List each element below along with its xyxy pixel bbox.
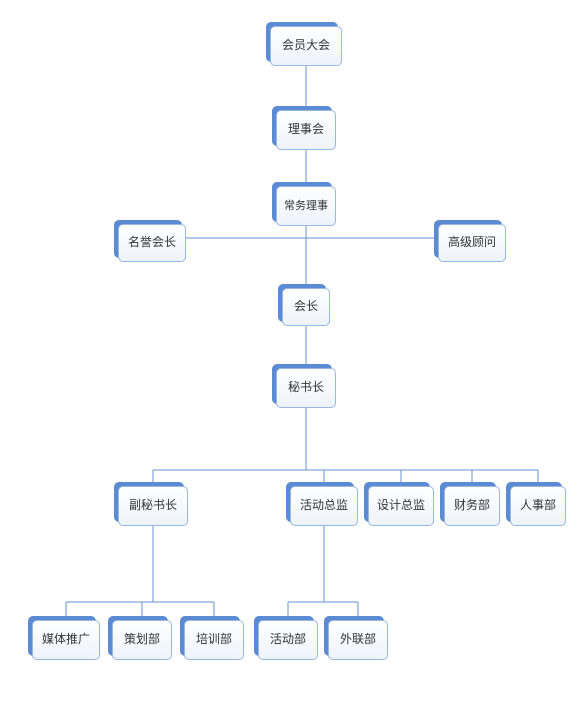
node-label: 设计总监 bbox=[368, 486, 434, 526]
node-label: 活动部 bbox=[258, 620, 318, 660]
org-node-n8: 副秘书长 bbox=[118, 486, 188, 526]
org-node-n7: 秘书长 bbox=[276, 368, 336, 408]
node-label: 财务部 bbox=[444, 486, 500, 526]
node-label: 培训部 bbox=[184, 620, 244, 660]
node-label: 副秘书长 bbox=[118, 486, 188, 526]
node-label: 常务理事 bbox=[276, 186, 336, 226]
node-label: 活动总监 bbox=[290, 486, 358, 526]
org-node-n6: 会长 bbox=[282, 288, 330, 326]
org-node-n17: 外联部 bbox=[328, 620, 388, 660]
node-label: 名誉会长 bbox=[118, 224, 186, 262]
org-node-n3: 常务理事 bbox=[276, 186, 336, 226]
node-label: 会员大会 bbox=[270, 26, 342, 66]
org-node-n14: 策划部 bbox=[112, 620, 172, 660]
org-chart-canvas: 会员大会理事会常务理事名誉会长 高级顾问会长秘书长副秘书长 活动总监设计总监财务部人… bbox=[0, 0, 573, 702]
node-label: 外联部 bbox=[328, 620, 388, 660]
org-node-n12: 人事部 bbox=[510, 486, 566, 526]
org-node-n1: 会员大会 bbox=[270, 26, 342, 66]
org-node-n10: 设计总监 bbox=[368, 486, 434, 526]
org-node-n16: 活动部 bbox=[258, 620, 318, 660]
node-label: 媒体推广 bbox=[32, 620, 100, 660]
org-node-n9: 活动总监 bbox=[290, 486, 358, 526]
node-label: 人事部 bbox=[510, 486, 566, 526]
org-node-n11: 财务部 bbox=[444, 486, 500, 526]
org-node-n4: 名誉会长 bbox=[118, 224, 186, 262]
node-label: 理事会 bbox=[276, 110, 336, 150]
org-node-n15: 培训部 bbox=[184, 620, 244, 660]
node-label: 秘书长 bbox=[276, 368, 336, 408]
org-node-n2: 理事会 bbox=[276, 110, 336, 150]
org-node-n5: 高级顾问 bbox=[438, 224, 506, 262]
node-label: 高级顾问 bbox=[438, 224, 506, 262]
node-label: 会长 bbox=[282, 288, 330, 326]
org-node-n13: 媒体推广 bbox=[32, 620, 100, 660]
node-label: 策划部 bbox=[112, 620, 172, 660]
